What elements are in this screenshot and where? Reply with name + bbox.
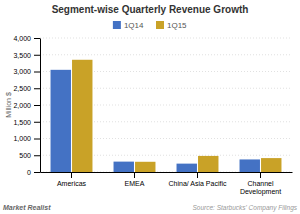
y-tick: 500 — [19, 152, 40, 159]
y-tick: 3,500 — [13, 51, 40, 58]
bar — [177, 164, 197, 172]
tick-label: 1,000 — [13, 135, 31, 142]
y-axis: 0 500 1,000 1,500 2,000 2,500 3,000 3,500 4,000 — [13, 35, 40, 176]
series — [72, 60, 281, 172]
y-tick: 4,000 — [13, 35, 40, 42]
legend: 1Q14 1Q15 — [113, 21, 187, 30]
tick-label: ChannelDevelopment — [240, 180, 281, 196]
legend-swatch — [113, 21, 121, 29]
tick-mark — [34, 122, 40, 123]
tick-label: 2,000 — [13, 102, 31, 109]
axis-line — [41, 172, 293, 173]
tick-mark — [71, 172, 72, 178]
tick-label: 500 — [19, 152, 31, 159]
tick-label: China/ Asia Pacific — [169, 180, 227, 187]
tick-label: 3,000 — [13, 68, 31, 75]
x-axis: Americas EMEA China/ Asia Pacific ChannelDe… — [41, 172, 293, 196]
bar — [51, 70, 71, 172]
axis-line — [40, 39, 41, 173]
tick-label-line: Development — [240, 188, 281, 196]
grid-line — [40, 38, 292, 39]
chart: Segment-wise Quarterly Revenue Growth 0 50… — [0, 0, 300, 214]
x-tick: Americas — [57, 172, 87, 187]
y-tick: 2,000 — [13, 102, 40, 109]
legend-label: 1Q14 — [124, 21, 144, 30]
tick-mark — [34, 105, 40, 106]
x-tick: ChannelDevelopment — [240, 172, 281, 196]
tick-mark — [134, 172, 135, 178]
y-axis-title: Million $ — [5, 92, 12, 118]
tick-mark — [34, 139, 40, 140]
x-tick: China/ Asia Pacific — [169, 172, 227, 187]
y-tick: 0 — [27, 169, 40, 176]
bar — [135, 162, 155, 172]
grid — [40, 38, 292, 172]
watermark: Market Realist — [3, 204, 51, 211]
legend-swatch — [156, 21, 164, 29]
tick-mark — [197, 172, 198, 178]
tick-mark — [34, 72, 40, 73]
tick-mark — [260, 172, 261, 178]
grid-line — [40, 54, 292, 55]
y-tick: 1,000 — [13, 135, 40, 142]
x-tick: EMEA — [125, 172, 145, 187]
bar — [72, 60, 92, 172]
legend-label: 1Q15 — [167, 21, 187, 30]
tick-mark — [34, 38, 40, 39]
tick-mark — [34, 88, 40, 89]
y-tick: 1,500 — [13, 118, 40, 125]
bar — [114, 162, 134, 172]
bar — [198, 156, 218, 172]
tick-label-line: China/ Asia Pacific — [169, 180, 227, 187]
tick-mark — [34, 155, 40, 156]
tick-mark — [34, 172, 40, 173]
bars — [51, 60, 282, 172]
tick-label-line: Americas — [57, 180, 87, 187]
tick-label: EMEA — [125, 180, 145, 187]
legend-item: 1Q14 — [113, 21, 144, 30]
tick-label: 0 — [27, 169, 31, 176]
tick-label: 2,500 — [13, 85, 31, 92]
plot: 0 500 1,000 1,500 2,000 2,500 3,000 3,500 4,000 A… — [13, 35, 292, 196]
legend-item: 1Q15 — [156, 21, 187, 30]
y-tick: 3,000 — [13, 68, 40, 75]
tick-label-line: Channel — [247, 180, 274, 187]
title: Segment-wise Quarterly Revenue Growth — [52, 4, 249, 15]
tick-label: Americas — [57, 180, 87, 187]
tick-label: 3,500 — [13, 51, 31, 58]
tick-mark — [34, 55, 40, 56]
bar — [261, 158, 281, 172]
tick-label-line: EMEA — [125, 180, 145, 187]
source: Source: Starbucks' Company Filings — [192, 204, 297, 212]
y-tick: 2,500 — [13, 85, 40, 92]
tick-label: 4,000 — [13, 35, 31, 42]
bar — [240, 159, 260, 172]
tick-label: 1,500 — [13, 118, 31, 125]
